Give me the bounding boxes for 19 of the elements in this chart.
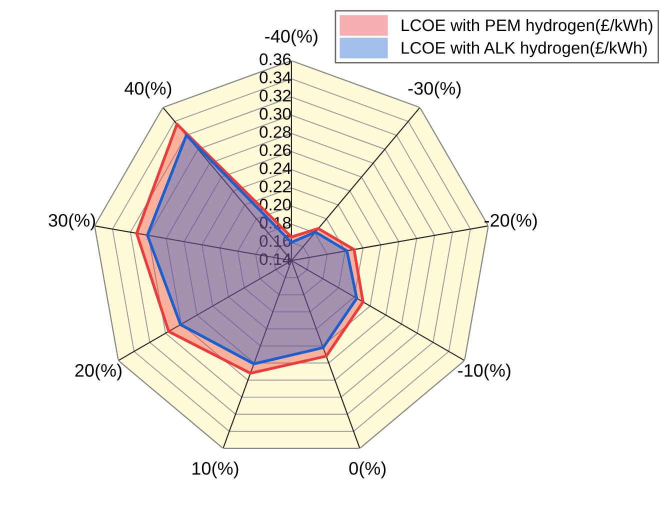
y-tick-label: 0.24 [260, 162, 291, 174]
spoke-label: -40(%) [265, 29, 318, 46]
y-tick-label: 0.34 [260, 72, 291, 84]
spoke-label: 10(%) [192, 462, 238, 478]
legend-label: LCOE with PEM hydrogen(£/kWh) [402, 18, 652, 34]
spoke-label: -30(%) [408, 82, 461, 98]
spoke-label: 0(%) [349, 462, 386, 478]
y-tick-label: 0.22 [260, 180, 291, 192]
spoke-label: -20(%) [484, 213, 537, 230]
spoke-label: 30(%) [48, 213, 96, 230]
spoke-label: -10(%) [458, 364, 510, 380]
y-tick-label: 0.26 [260, 144, 291, 156]
y-tick-label: 0.32 [260, 90, 291, 102]
legend-label: LCOE with ALK hydrogen(£/kWh) [402, 42, 647, 58]
y-tick-label: 0.28 [260, 126, 291, 138]
spoke-label: 40(%) [124, 82, 172, 98]
y-tick-label: 0.36 [260, 53, 291, 66]
spoke-label: 20(%) [75, 364, 122, 380]
y-tick-label: 0.30 [260, 108, 291, 120]
